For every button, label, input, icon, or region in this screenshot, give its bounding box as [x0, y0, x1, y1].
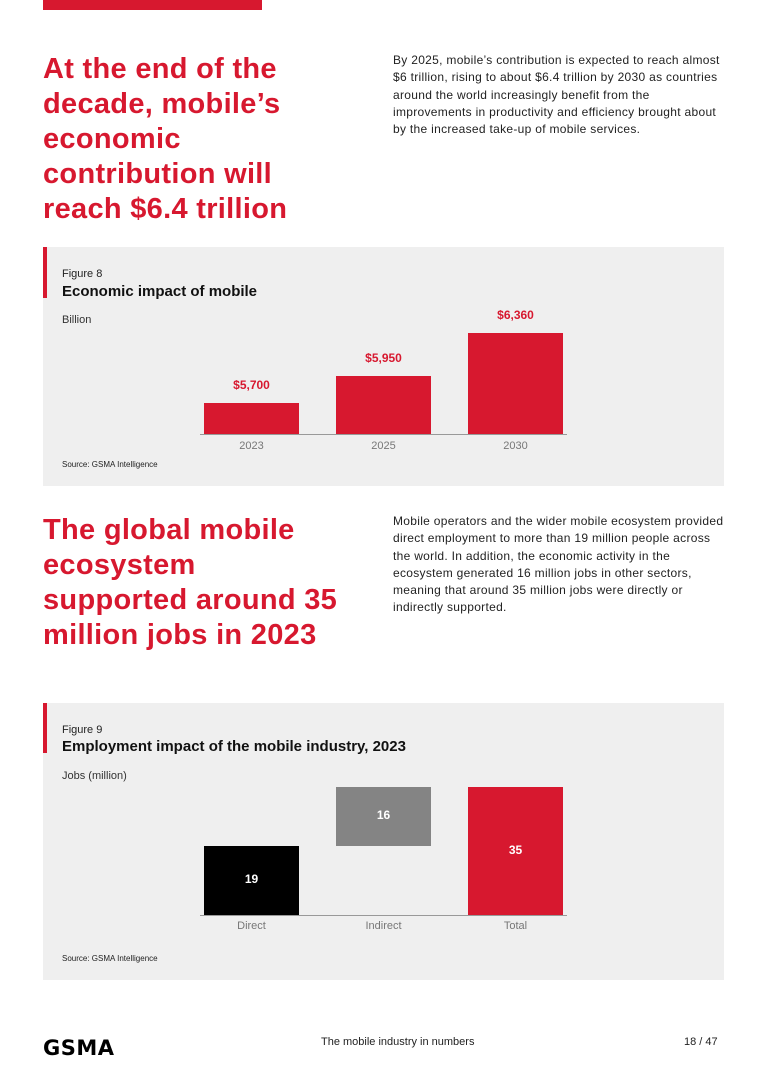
x-tick-label: 2023 — [239, 440, 264, 452]
data-label: $5,950 — [365, 351, 402, 366]
page-number: 18 / 47 — [684, 1036, 718, 1048]
figure-label: Figure 9 — [62, 724, 103, 736]
employment-impact-chart: 19 Direct 16 Indirect 35 Total — [43, 703, 724, 980]
section-headline-economic: At the end of the decade, mobile’s econo… — [43, 53, 288, 225]
figure-9-panel: Figure 9 Employment impact of the mobile… — [43, 703, 724, 980]
bar-Total — [468, 787, 563, 915]
data-label: 19 — [244, 872, 259, 887]
bar-Direct — [204, 845, 299, 915]
bar-2023 — [204, 402, 299, 434]
x-axis-line — [200, 915, 567, 916]
x-axis-line — [200, 434, 567, 435]
data-label: 16 — [376, 808, 391, 823]
figure-title: Employment impact of the mobile industry… — [62, 738, 406, 755]
top-accent-bar — [43, 0, 262, 10]
data-label: $6,360 — [497, 308, 534, 323]
x-tick-label: 2030 — [503, 440, 528, 452]
section-headline-jobs: The global mobile ecosystem supported ar… — [43, 514, 338, 651]
y-unit-label: Jobs (million) — [62, 770, 127, 782]
section-body-economic: By 2025, mobile’s contribution is expect… — [393, 53, 720, 137]
bar-2025 — [336, 376, 431, 434]
y-unit-label: Billion — [62, 314, 92, 326]
source-note: Source: GSMA Intelligence — [62, 460, 158, 469]
x-tick-label: Indirect — [365, 920, 402, 932]
bar-2030 — [468, 333, 563, 434]
bar-Indirect — [336, 787, 431, 846]
x-tick-label: 2025 — [371, 440, 396, 452]
section-body-jobs: Mobile operators and the wider mobile ec… — [393, 514, 724, 615]
gsma-logo: GSMA — [43, 1036, 115, 1060]
source-note: Source: GSMA Intelligence — [62, 954, 158, 963]
economic-impact-chart: $5,700 2023 $5,950 2025 $6,360 2030 — [43, 247, 724, 486]
figure-accent — [43, 247, 47, 298]
figure-label: Figure 8 — [62, 268, 103, 280]
data-label: 35 — [508, 843, 523, 857]
footer-title: The mobile industry in numbers — [321, 1036, 475, 1048]
figure-title: Economic impact of mobile — [62, 283, 258, 300]
data-label: $5,700 — [233, 377, 270, 392]
figure-8-panel: Figure 8 Economic impact of mobile Billi… — [43, 247, 724, 486]
x-tick-label: Direct — [237, 920, 266, 932]
figure-accent — [43, 703, 47, 753]
x-tick-label: Total — [503, 920, 528, 932]
